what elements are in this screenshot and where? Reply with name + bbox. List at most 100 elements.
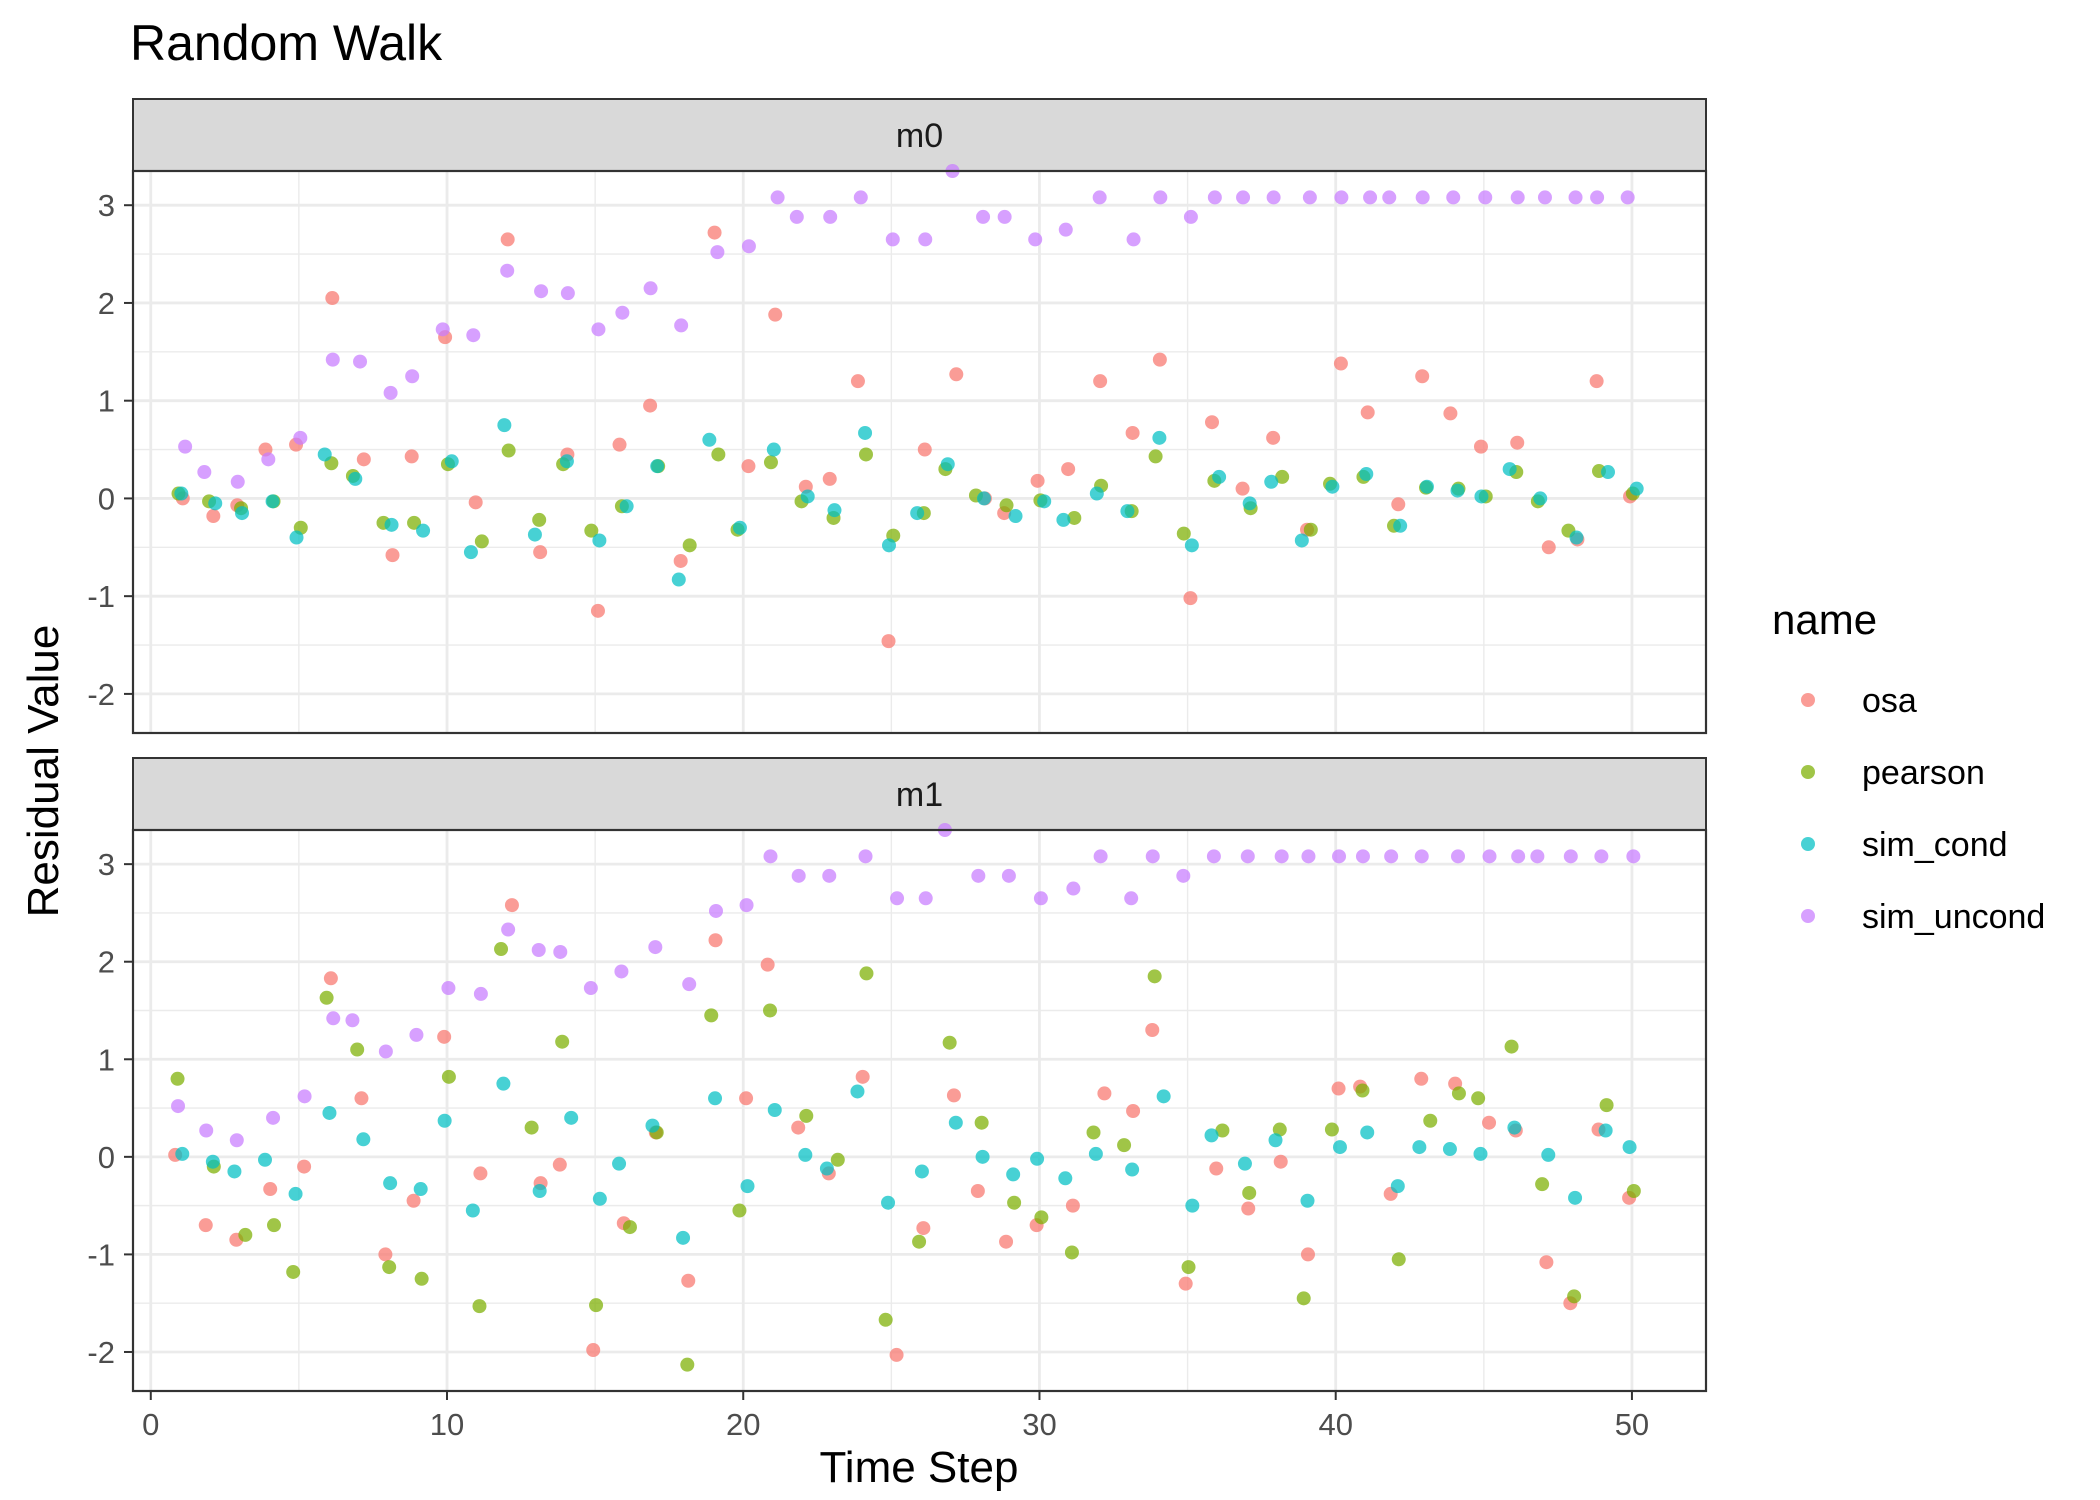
point-sim_uncond [1236,190,1251,205]
point-osa [378,1247,393,1262]
point-sim_cond [413,1182,428,1197]
point-osa [385,548,400,563]
point-sim_cond [1058,1171,1073,1186]
point-osa [1391,497,1406,512]
point-sim_cond [175,1146,190,1161]
point-sim_uncond [643,281,658,296]
point-pearson [711,447,726,462]
point-sim_uncond [500,263,515,278]
point-pearson [1272,1122,1287,1137]
point-pearson [524,1120,539,1135]
point-sim_uncond [1334,190,1349,205]
y-tick-label: 2 [98,286,115,321]
point-sim_uncond [326,1011,341,1026]
point-sim_uncond [1482,849,1497,864]
point-sim_uncond [1033,891,1048,906]
point-sim_uncond [378,1044,393,1059]
point-pearson [763,455,778,470]
y-axis-label: Residual Value [19,625,68,918]
point-pearson [1355,1083,1370,1098]
point-sim_cond [1450,483,1465,498]
point-sim_cond [1156,1089,1171,1104]
point-sim_uncond [710,245,725,260]
point-osa [949,367,964,382]
point-sim_cond [1569,530,1584,545]
point-osa [468,495,483,510]
point-sim_cond [1242,496,1257,511]
point-sim_cond [948,1115,963,1130]
point-osa [1539,1255,1554,1270]
point-osa [1125,425,1140,440]
point-sim_uncond [266,1110,281,1125]
point-sim_uncond [885,232,900,247]
point-sim_cond [619,499,634,514]
point-osa [707,225,722,240]
point-sim_uncond [976,209,991,224]
point-osa [1093,374,1108,389]
point-sim_cond [914,1164,929,1179]
point-sim_uncond [708,903,723,918]
point-sim_cond [1185,1198,1200,1213]
legend-key-sim_uncond [1801,909,1815,923]
point-pearson [474,534,489,549]
point-osa [552,1157,567,1172]
point-sim_cond [1393,518,1408,533]
point-pearson [1034,1210,1049,1225]
point-pearson [441,1069,456,1084]
point-sim_cond [258,1152,273,1167]
point-sim_cond [732,520,747,535]
point-sim_cond [612,1156,627,1171]
point-osa [1145,1023,1160,1038]
point-sim_cond [592,1191,607,1206]
chart-title: Random Walk [130,15,443,71]
point-sim_cond [1237,1156,1252,1171]
point-pearson [382,1260,397,1275]
point-sim_uncond [1001,868,1016,883]
point-osa [999,1234,1014,1249]
plot-area [133,830,1706,1391]
point-sim_cond [975,1149,990,1164]
point-sim_cond [827,503,842,518]
point-sim_uncond [353,354,368,369]
point-pearson [1391,1252,1406,1267]
point-osa [760,957,775,972]
point-sim_cond [1541,1147,1556,1162]
point-pearson [1147,969,1162,984]
point-sim_uncond [435,322,450,337]
point-osa [739,1091,754,1106]
point-pearson [1086,1125,1101,1140]
point-osa [612,437,627,452]
point-sim_uncond [1590,190,1605,205]
point-sim_uncond [1126,232,1141,247]
point-sim_uncond [1626,849,1641,864]
point-sim_cond [1212,469,1227,484]
point-sim_cond [1390,1179,1405,1194]
point-osa [1331,1081,1346,1096]
point-osa [673,553,688,568]
point-osa [1266,430,1281,445]
x-tick-label: 40 [1318,1407,1352,1442]
point-sim_cond [850,1084,865,1099]
point-sim_cond [767,1103,782,1118]
point-pearson [170,1071,185,1086]
point-osa [297,1159,312,1174]
point-osa [1065,1198,1080,1213]
point-sim_cond [702,432,717,447]
point-sim_cond [205,1154,220,1169]
point-sim_cond [208,496,223,511]
point-sim_uncond [1382,190,1397,205]
point-pearson [622,1220,637,1235]
point-sim_cond [910,506,925,521]
point-osa [1178,1276,1193,1291]
point-osa [822,471,837,486]
point-pearson [1626,1183,1641,1198]
point-sim_uncond [405,369,420,384]
point-pearson [799,1108,814,1123]
point-sim_uncond [261,452,276,467]
point-sim_uncond [501,922,516,937]
point-osa [1183,591,1198,606]
facet-strip-label: m0 [896,117,943,155]
point-pearson [830,1152,845,1167]
point-pearson [414,1271,429,1286]
point-sim_cond [740,1179,755,1194]
